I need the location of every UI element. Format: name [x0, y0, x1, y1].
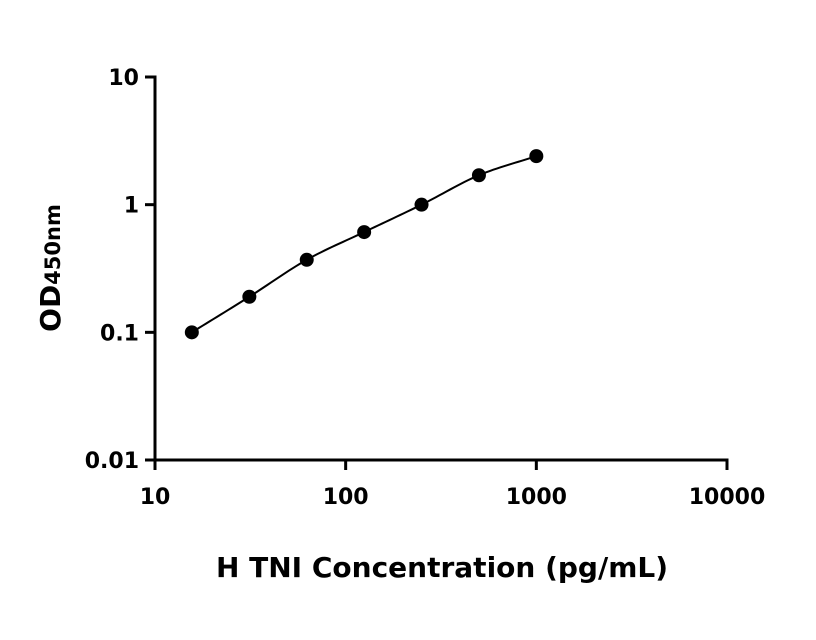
fit-curve-line: [191, 155, 537, 334]
x-tick-label: 1000: [506, 485, 567, 510]
data-point: [529, 149, 544, 164]
data-point: [184, 325, 199, 340]
y-tick-label: 0.1: [100, 321, 139, 346]
data-point: [242, 289, 257, 304]
y-tick-label: 0.01: [85, 449, 139, 474]
data-point: [357, 225, 372, 240]
data-point: [299, 252, 314, 267]
y-tick-label: 1: [124, 194, 139, 219]
x-axis-title: H TNI Concentration (pg/mL): [216, 551, 668, 584]
y-axis-title-subscript: 450nm: [41, 204, 65, 285]
y-axis-title-main: OD: [34, 285, 67, 332]
y-tick-label: 10: [108, 66, 139, 91]
data-point: [471, 168, 486, 183]
y-axis-title: OD450nm: [34, 204, 67, 332]
data-points: [184, 149, 544, 340]
data-point: [414, 197, 429, 212]
x-tick-label: 10000: [689, 485, 766, 510]
y-axis-ticks: 0.01 0.1 1 10: [85, 66, 155, 474]
axes: [153, 75, 729, 462]
x-tick-label: 10: [140, 485, 171, 510]
x-axis-ticks: 10 100 1000 10000: [140, 460, 766, 510]
x-tick-label: 100: [323, 485, 369, 510]
